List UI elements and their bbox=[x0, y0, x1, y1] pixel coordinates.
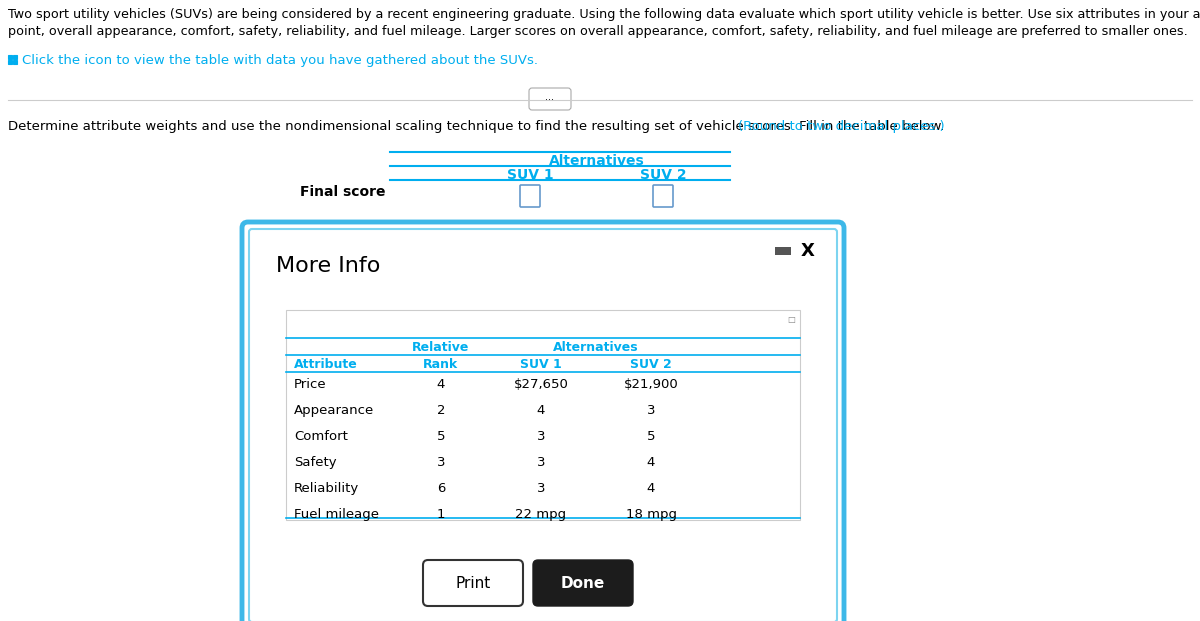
Text: 3: 3 bbox=[437, 456, 445, 469]
Text: 3: 3 bbox=[536, 456, 545, 469]
Bar bbox=[8, 55, 12, 59]
Text: 1: 1 bbox=[437, 508, 445, 521]
Text: 3: 3 bbox=[647, 404, 655, 417]
FancyBboxPatch shape bbox=[529, 88, 571, 110]
Text: 6: 6 bbox=[437, 482, 445, 495]
Text: Final score: Final score bbox=[300, 185, 385, 199]
Text: Determine attribute weights and use the nondimensional scaling technique to find: Determine attribute weights and use the … bbox=[8, 120, 944, 133]
FancyBboxPatch shape bbox=[250, 229, 838, 621]
Text: SUV 1: SUV 1 bbox=[506, 168, 553, 182]
Text: Price: Price bbox=[294, 378, 326, 391]
Text: Print: Print bbox=[455, 576, 491, 591]
Text: Safety: Safety bbox=[294, 456, 337, 469]
FancyBboxPatch shape bbox=[520, 185, 540, 207]
Text: □: □ bbox=[787, 315, 796, 324]
Text: 5: 5 bbox=[647, 430, 655, 443]
Text: 4: 4 bbox=[536, 404, 545, 417]
Text: 3: 3 bbox=[536, 430, 545, 443]
Text: $27,650: $27,650 bbox=[514, 378, 569, 391]
Text: $21,900: $21,900 bbox=[624, 378, 678, 391]
Text: Attribute: Attribute bbox=[294, 358, 358, 371]
Text: Relative: Relative bbox=[413, 341, 469, 354]
Text: 4: 4 bbox=[437, 378, 445, 391]
Text: Alternatives: Alternatives bbox=[553, 341, 638, 354]
Bar bbox=[8, 60, 12, 64]
FancyBboxPatch shape bbox=[653, 185, 673, 207]
Text: Comfort: Comfort bbox=[294, 430, 348, 443]
Text: 3: 3 bbox=[536, 482, 545, 495]
Text: Done: Done bbox=[560, 576, 605, 591]
Text: ···: ··· bbox=[546, 95, 554, 105]
Bar bbox=[286, 310, 800, 520]
Text: Reliability: Reliability bbox=[294, 482, 359, 495]
Text: SUV 2: SUV 2 bbox=[640, 168, 686, 182]
Text: Click the icon to view the table with data you have gathered about the SUVs.: Click the icon to view the table with da… bbox=[22, 54, 538, 67]
Text: SUV 2: SUV 2 bbox=[630, 358, 672, 371]
FancyBboxPatch shape bbox=[242, 222, 844, 621]
Text: Alternatives: Alternatives bbox=[548, 154, 644, 168]
Text: 18 mpg: 18 mpg bbox=[625, 508, 677, 521]
Text: 5: 5 bbox=[437, 430, 445, 443]
Text: 2: 2 bbox=[437, 404, 445, 417]
Text: Two sport utility vehicles (SUVs) are being considered by a recent engineering g: Two sport utility vehicles (SUVs) are be… bbox=[8, 8, 1200, 21]
Bar bbox=[13, 55, 17, 59]
Text: Fuel mileage: Fuel mileage bbox=[294, 508, 379, 521]
Text: 4: 4 bbox=[647, 456, 655, 469]
Text: More Info: More Info bbox=[276, 256, 380, 276]
FancyBboxPatch shape bbox=[533, 560, 634, 606]
FancyBboxPatch shape bbox=[424, 560, 523, 606]
Text: SUV 1: SUV 1 bbox=[520, 358, 562, 371]
Text: X: X bbox=[802, 242, 815, 260]
Text: 22 mpg: 22 mpg bbox=[516, 508, 566, 521]
Text: point, overall appearance, comfort, safety, reliability, and fuel mileage. Large: point, overall appearance, comfort, safe… bbox=[8, 25, 1188, 38]
Text: 4: 4 bbox=[647, 482, 655, 495]
Text: Rank: Rank bbox=[424, 358, 458, 371]
Bar bbox=[13, 60, 17, 64]
Text: Appearance: Appearance bbox=[294, 404, 374, 417]
Text: (Round to two decimal places.): (Round to two decimal places.) bbox=[738, 120, 944, 133]
Bar bbox=[775, 247, 791, 255]
